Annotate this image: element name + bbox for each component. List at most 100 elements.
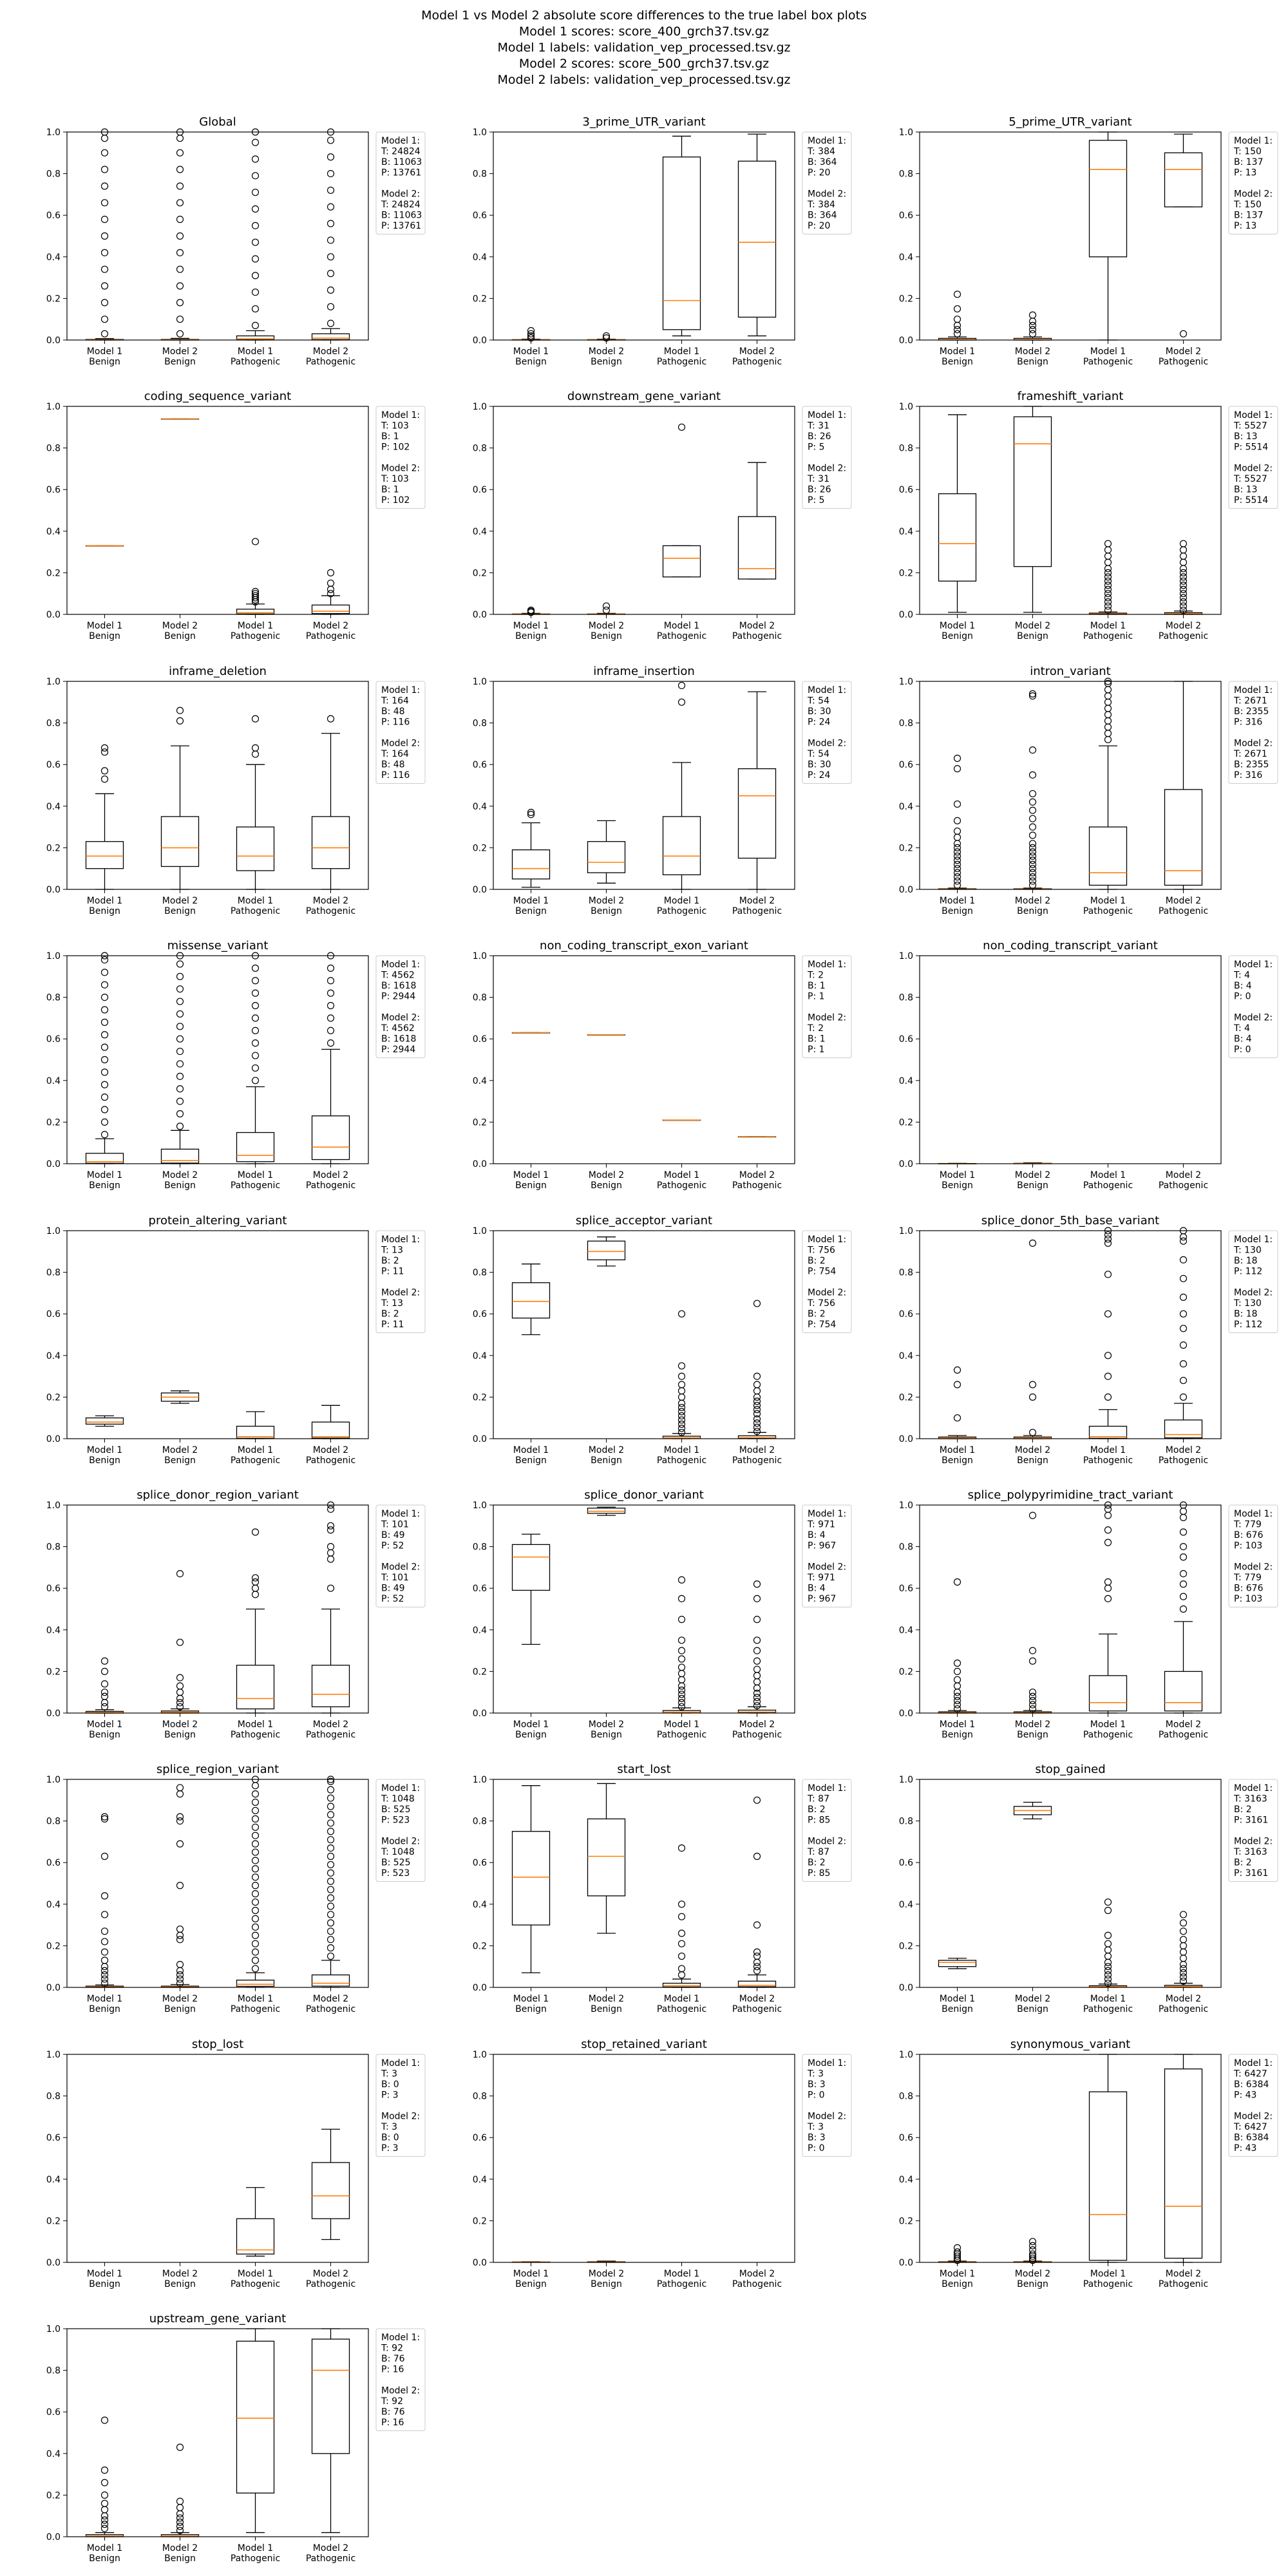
outlier-point xyxy=(1104,1906,1112,1915)
outlier-point xyxy=(527,330,535,337)
box-element xyxy=(236,1776,275,1988)
outlier-point xyxy=(100,748,109,756)
outlier-point xyxy=(1179,598,1188,606)
box-iqr xyxy=(311,333,350,341)
outlier-point xyxy=(1104,1393,1112,1401)
legend-text: P: 52 xyxy=(381,1594,404,1604)
outlier-point xyxy=(100,1852,109,1861)
outlier-point xyxy=(176,2523,184,2530)
outlier-point xyxy=(176,1569,184,1578)
box-iqr xyxy=(662,1982,701,1988)
outlier-point xyxy=(953,1578,961,1586)
outlier-point xyxy=(1179,606,1188,614)
legend-text: P: 3 xyxy=(381,2090,399,2101)
outlier-point xyxy=(327,569,335,577)
box-iqr xyxy=(236,1425,275,1439)
x-tick-label: Model 1 Benign xyxy=(940,1994,975,2014)
y-tick-label: 0.6 xyxy=(46,2407,61,2418)
legend-text: T: 971 xyxy=(807,1520,835,1530)
outlier-point xyxy=(953,326,961,334)
outlier-point xyxy=(1104,585,1112,593)
y-tick-label: 0.4 xyxy=(899,252,913,263)
outlier-point xyxy=(527,808,535,817)
y-tick-label: 0.0 xyxy=(46,1159,61,1170)
outlier-point xyxy=(251,744,260,752)
legend-box xyxy=(375,1504,426,1607)
outlier-point xyxy=(753,1952,761,1960)
outlier-point xyxy=(176,2510,184,2518)
outlier-point xyxy=(1179,582,1188,589)
outlier-point xyxy=(753,1948,761,1956)
legend-text: T: 87 xyxy=(807,1794,829,1804)
outlier-point xyxy=(1028,873,1037,881)
outlier-point xyxy=(677,1682,686,1690)
x-tick-label: Model 2 Benign xyxy=(162,1994,198,2014)
outlier-point xyxy=(1179,1393,1188,1401)
outlier-point xyxy=(251,1591,260,1598)
x-tick-label: Model 1 Benign xyxy=(940,1719,975,1740)
plot-frame xyxy=(493,1779,795,1988)
outlier-point xyxy=(753,1415,761,1423)
outlier-point xyxy=(100,1813,109,1821)
x-tick-label: Model 2 Benign xyxy=(589,1170,624,1191)
box-element xyxy=(1164,133,1203,337)
outlier-point xyxy=(176,316,184,323)
box-iqr xyxy=(511,1831,551,1926)
plot-frame xyxy=(919,955,1222,1164)
legend-text: B: 4 xyxy=(1234,981,1252,991)
outlier-point xyxy=(1104,705,1112,712)
outlier-point xyxy=(953,330,961,337)
outlier-point xyxy=(176,1047,184,1056)
box-iqr xyxy=(1164,2068,1203,2259)
outlier-point xyxy=(1104,1940,1112,1947)
outlier-point xyxy=(100,993,109,1001)
y-tick-label: 0.4 xyxy=(46,527,61,537)
y-tick-label: 0.2 xyxy=(46,2216,61,2226)
legend-text: P: 13761 xyxy=(381,221,421,231)
legend-text: B: 48 xyxy=(381,760,405,770)
legend-text: T: 4 xyxy=(1233,971,1250,981)
x-tick-label: Model 1 Benign xyxy=(87,346,122,367)
legend-text: P: 1 xyxy=(808,1045,825,1055)
legend-box xyxy=(1228,955,1278,1058)
legend-text: P: 523 xyxy=(381,1868,410,1879)
legend-text: T: 756 xyxy=(807,1245,835,1256)
legend-text: P: 967 xyxy=(808,1541,836,1551)
outlier-point xyxy=(1179,577,1188,585)
y-tick-label: 0.2 xyxy=(473,568,487,578)
box-element xyxy=(311,952,350,1164)
legend-text: T: 13 xyxy=(381,1245,403,1256)
outlier-point xyxy=(251,1873,260,1881)
outlier-point xyxy=(753,1595,761,1602)
outlier-point xyxy=(100,969,109,976)
outlier-point xyxy=(1028,806,1037,814)
legend-text: Model 2: xyxy=(808,464,846,474)
outlier-point xyxy=(1028,1701,1037,1709)
outlier-point xyxy=(1104,1979,1112,1987)
outlier-point xyxy=(251,1823,260,1831)
legend-text: P: 112 xyxy=(1234,1320,1262,1330)
outlier-point xyxy=(953,800,961,808)
legend-text: Model 2: xyxy=(808,189,846,200)
legend-text: T: 2 xyxy=(807,1023,824,1034)
x-tick-label: Model 1 Benign xyxy=(87,896,122,916)
chart-panel: 5_prime_UTR_variant 0.0 0.2 0.4 0.6 0.8 1.0 Mod… xyxy=(899,115,1278,367)
y-tick-label: 0.4 xyxy=(473,2175,487,2185)
box-element xyxy=(1013,1511,1052,1714)
x-tick-label: Model 2 Benign xyxy=(1015,2269,1050,2289)
x-tick-label: Model 1 Pathogenic xyxy=(231,1994,280,2014)
y-tick-label: 0.2 xyxy=(899,2216,913,2226)
legend-text: T: 3 xyxy=(807,2122,824,2132)
legend-text: Model 1: xyxy=(1234,2058,1273,2069)
plot-frame xyxy=(493,2054,795,2263)
outlier-point xyxy=(251,1077,260,1084)
legend-text: B: 26 xyxy=(808,485,831,495)
y-tick-label: 0.6 xyxy=(46,485,61,495)
y-tick-label: 0.6 xyxy=(473,1034,487,1045)
y-tick-label: 0.0 xyxy=(46,1983,61,1993)
outlier-point xyxy=(100,767,109,775)
outlier-point xyxy=(100,744,109,752)
chart-title: start_lost xyxy=(617,1763,670,1776)
y-tick-label: 1.0 xyxy=(899,402,913,412)
y-tick-label: 0.0 xyxy=(899,1434,913,1444)
